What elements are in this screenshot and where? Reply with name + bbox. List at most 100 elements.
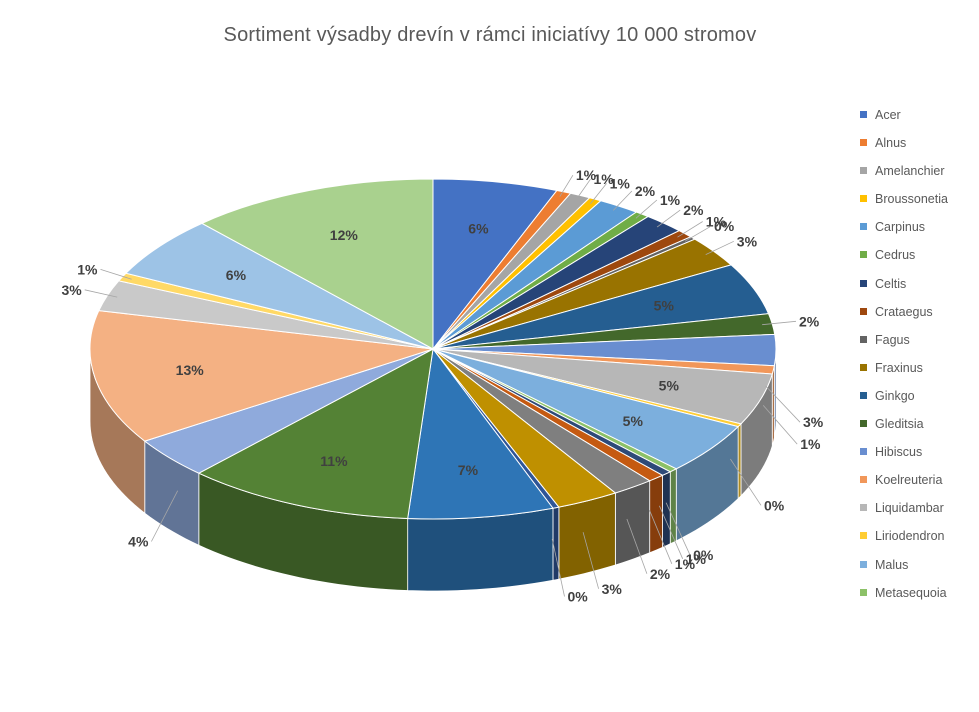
pie-labels: 6%1%1%1% 2%1%2%1%0%3%5%2%3%1%5%0%5%0%1%1%… — [61, 167, 823, 604]
data-label-7: 1% — [706, 214, 727, 230]
data-label-25: 4% — [128, 534, 149, 550]
legend-label: Carpinus — [875, 220, 926, 235]
pie-top — [89, 178, 777, 520]
legend-swatch — [860, 335, 867, 343]
legend-swatch — [860, 223, 867, 231]
legend-item-celtis: Celtis — [860, 273, 979, 301]
legend-item-liquidambar: Liquidambar — [860, 497, 979, 525]
legend-item-metasequoia: Metasequoia — [860, 582, 979, 610]
data-label-12: 3% — [803, 414, 824, 430]
leader-line-13 — [762, 405, 798, 445]
legend-item-malus: Malus — [860, 554, 979, 582]
leader-line-21 — [582, 532, 599, 589]
leader-line-6 — [656, 209, 681, 228]
legend-item-koelreuteria: Koelreuteria — [860, 469, 979, 497]
legend-swatch — [860, 448, 867, 456]
legend-label: Metasequoia — [875, 585, 947, 600]
data-label-1: 1% — [576, 167, 597, 183]
legend-label: Fraxinus — [875, 360, 923, 375]
legend-label: Malus — [875, 557, 909, 572]
legend-label: Gleditsia — [875, 417, 924, 432]
legend-label: Acer — [875, 108, 901, 122]
data-label-20: 2% — [650, 566, 671, 582]
slice-0-acer[interactable] — [432, 178, 558, 351]
slice-26[interactable] — [89, 310, 434, 442]
legend-label: Broussonetia — [875, 192, 948, 207]
legend-swatch — [860, 307, 867, 315]
legend-swatch — [860, 391, 867, 399]
data-label-8: 0% — [714, 218, 735, 234]
legend-item-ginkgo: Ginkgo — [860, 385, 979, 413]
data-label-0: 6% — [468, 221, 489, 237]
data-label-19: 1% — [675, 556, 696, 572]
legend-label: Liquidambar — [875, 501, 944, 516]
data-label-29: 6% — [226, 267, 247, 283]
leader-line-17 — [665, 502, 691, 556]
slice-24[interactable] — [197, 348, 434, 520]
leader-line-11 — [762, 320, 797, 326]
leader-line-27 — [84, 289, 118, 298]
data-label-5: 1% — [660, 192, 681, 208]
data-label-4: 2% — [635, 183, 656, 199]
data-label-21: 3% — [602, 581, 623, 597]
legend-swatch — [860, 560, 867, 568]
leader-line-7 — [677, 221, 703, 238]
legend-label: Crataegus — [875, 304, 933, 319]
legend-swatch — [860, 588, 867, 596]
legend-swatch — [860, 504, 867, 512]
data-label-15: 0% — [764, 497, 785, 513]
legend-swatch — [860, 251, 867, 259]
legend-label: Liriodendron — [875, 529, 945, 544]
leader-line-3 — [590, 183, 607, 204]
slice-side-20 — [614, 480, 651, 566]
legend-label: Koelreuteria — [875, 473, 943, 488]
legend: Acer Alnus Amelanchier Broussonetia Carpinus… — [860, 104, 979, 610]
slice-30[interactable] — [200, 178, 434, 350]
legend-label: Amelanchier — [875, 164, 945, 179]
legend-item-hibiscus: Hibiscus — [860, 441, 979, 469]
legend-item-alnus: Alnus — [860, 132, 979, 160]
data-label-23: 7% — [458, 462, 479, 478]
leader-line-9 — [705, 240, 734, 255]
data-label-16: 5% — [623, 413, 644, 429]
leader-line-15 — [730, 458, 762, 506]
slice-side-22 — [552, 506, 560, 581]
legend-item-cedrus: Cedrus — [860, 244, 979, 272]
leader-line-22 — [551, 538, 565, 597]
legend-swatch — [860, 532, 867, 540]
slice-side-23 — [407, 507, 554, 592]
leader-line-1 — [559, 174, 574, 197]
legend-swatch — [860, 195, 867, 203]
data-label-17: 0% — [693, 547, 714, 563]
legend-label: Cedrus — [875, 248, 916, 263]
data-label-28: 1% — [77, 261, 98, 277]
legend-swatch — [860, 279, 867, 287]
slice-23[interactable] — [407, 347, 554, 520]
data-label-24: 11% — [320, 453, 348, 469]
slice-29[interactable] — [124, 222, 434, 350]
data-label-3: 1% — [610, 175, 631, 191]
legend-item-carpinus: Carpinus — [860, 216, 979, 244]
legend-swatch — [860, 476, 867, 484]
data-label-30: 12% — [330, 227, 359, 243]
leader-line-20 — [626, 518, 648, 574]
legend-item-fraxinus: Fraxinus — [860, 357, 979, 385]
legend-swatch — [860, 420, 867, 428]
data-label-13: 1% — [800, 436, 821, 452]
leader-line-5 — [635, 199, 658, 219]
data-label-18: 1% — [686, 551, 707, 567]
legend-swatch — [860, 363, 867, 371]
leader-line-8 — [684, 225, 712, 242]
legend-item-acer: Acer — [860, 104, 979, 132]
data-label-14: 5% — [659, 377, 680, 393]
legend-label: Celtis — [875, 276, 907, 291]
legend-swatch — [860, 139, 867, 147]
legend-item-gleditsia: Gleditsia — [860, 413, 979, 441]
data-label-10: 5% — [654, 298, 675, 314]
legend-item-liriodendron: Liriodendron — [860, 525, 979, 553]
legend-item-crataegus: Crataegus — [860, 301, 979, 329]
chart-title: Sortiment výsadby drevín v rámci iniciat… — [223, 24, 757, 46]
slice-side-15 — [737, 422, 742, 500]
data-label-26: 13% — [176, 362, 205, 378]
